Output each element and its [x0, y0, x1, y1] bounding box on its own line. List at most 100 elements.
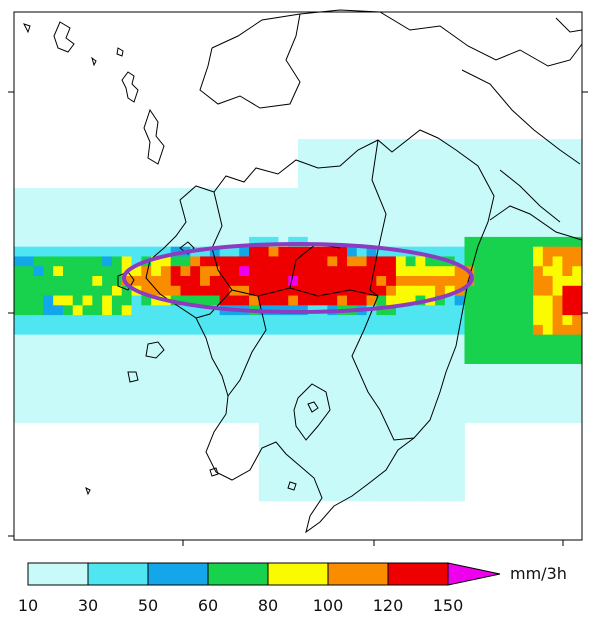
precip-cell	[288, 373, 299, 384]
precip-cell	[337, 315, 348, 326]
precip-cell	[190, 236, 201, 248]
precip-cell	[533, 178, 544, 189]
precip-cell	[415, 305, 426, 316]
precip-cell	[533, 344, 544, 355]
precip-cell	[307, 188, 318, 199]
precip-cell	[503, 148, 514, 160]
precip-cell	[53, 393, 64, 404]
precip-cell	[523, 324, 534, 336]
precip-cell	[249, 276, 260, 287]
precip-cell	[484, 295, 495, 306]
precip-cell	[219, 197, 230, 208]
precip-cell	[533, 188, 544, 199]
precip-cell	[435, 354, 446, 365]
precip-cell	[53, 324, 64, 336]
precip-cell	[72, 354, 83, 365]
precip-cell	[327, 236, 338, 248]
precip-cell	[160, 334, 172, 345]
precip-cell	[14, 393, 25, 404]
precip-cell	[513, 266, 524, 277]
precip-cell	[239, 188, 250, 199]
precip-cell	[562, 403, 573, 414]
precip-cell	[346, 354, 358, 365]
precip-cell	[552, 197, 563, 208]
precip-cell	[62, 217, 74, 228]
precip-cell	[552, 295, 563, 306]
precip-cell	[484, 188, 495, 199]
precip-cell	[493, 393, 505, 404]
precip-cell	[219, 246, 230, 257]
precip-cell	[337, 403, 348, 414]
precip-cell	[111, 305, 123, 316]
precip-cell	[366, 364, 377, 375]
precip-cell	[200, 315, 211, 326]
precip-cell	[121, 197, 132, 208]
precip-cell	[229, 295, 240, 306]
precip-cell	[111, 285, 123, 296]
precip-cell	[209, 334, 221, 345]
precip-cell	[170, 276, 181, 287]
legend-tick-label: 10	[18, 596, 38, 615]
precip-cell	[484, 364, 495, 375]
precip-cell	[327, 442, 338, 453]
precip-cell	[356, 236, 367, 248]
precip-cell	[484, 344, 495, 355]
precip-cell	[160, 188, 172, 199]
precip-cell	[23, 266, 34, 277]
precip-cell	[454, 393, 465, 404]
precip-cell	[572, 227, 583, 238]
precip-cell	[572, 207, 583, 218]
precip-cell	[425, 481, 436, 492]
precip-cell	[562, 207, 573, 218]
precip-cell	[151, 373, 162, 384]
precip-cell	[170, 207, 181, 218]
precip-cell	[82, 383, 93, 394]
precip-cell	[33, 227, 44, 238]
precip-cell	[395, 452, 407, 463]
precip-cell	[444, 481, 456, 492]
precip-cell	[552, 236, 563, 248]
precip-cell	[395, 236, 407, 248]
precip-cell	[121, 393, 132, 404]
precip-cell	[62, 276, 74, 287]
precip-cell	[444, 295, 456, 306]
precip-cell	[444, 285, 456, 296]
precip-cell	[415, 158, 426, 169]
precip-cell	[200, 188, 211, 199]
precip-cell	[258, 344, 270, 355]
precip-cell	[493, 383, 505, 394]
precip-cell	[209, 285, 221, 296]
precip-cell	[307, 422, 318, 433]
precip-cell	[533, 315, 544, 326]
precip-cell	[131, 188, 142, 199]
precip-cell	[415, 412, 426, 424]
precip-cell	[386, 422, 397, 433]
precip-cell	[415, 422, 426, 433]
precip-cell	[346, 412, 358, 424]
precip-cell	[503, 324, 514, 336]
precip-cell	[562, 236, 573, 248]
precip-cell	[180, 188, 191, 199]
precip-cell	[180, 373, 191, 384]
precip-cell	[562, 334, 573, 345]
precip-cell	[395, 305, 407, 316]
precip-cell	[503, 188, 514, 199]
precip-cell	[444, 236, 456, 248]
precip-cell	[356, 158, 367, 169]
precip-cell	[307, 315, 318, 326]
precip-cell	[258, 393, 270, 404]
precip-cell	[513, 148, 524, 160]
precip-cell	[425, 383, 436, 394]
precip-cell	[62, 364, 74, 375]
precip-cell	[484, 168, 495, 179]
precip-cell	[444, 364, 456, 375]
precip-cell	[484, 412, 495, 424]
precip-cell	[307, 276, 318, 287]
precip-cell	[102, 373, 113, 384]
precip-cell	[72, 315, 83, 326]
precip-cell	[444, 471, 456, 482]
precip-cell	[317, 139, 328, 150]
precip-cell	[180, 236, 191, 248]
precip-cell	[542, 148, 554, 160]
precip-cell	[386, 491, 397, 502]
